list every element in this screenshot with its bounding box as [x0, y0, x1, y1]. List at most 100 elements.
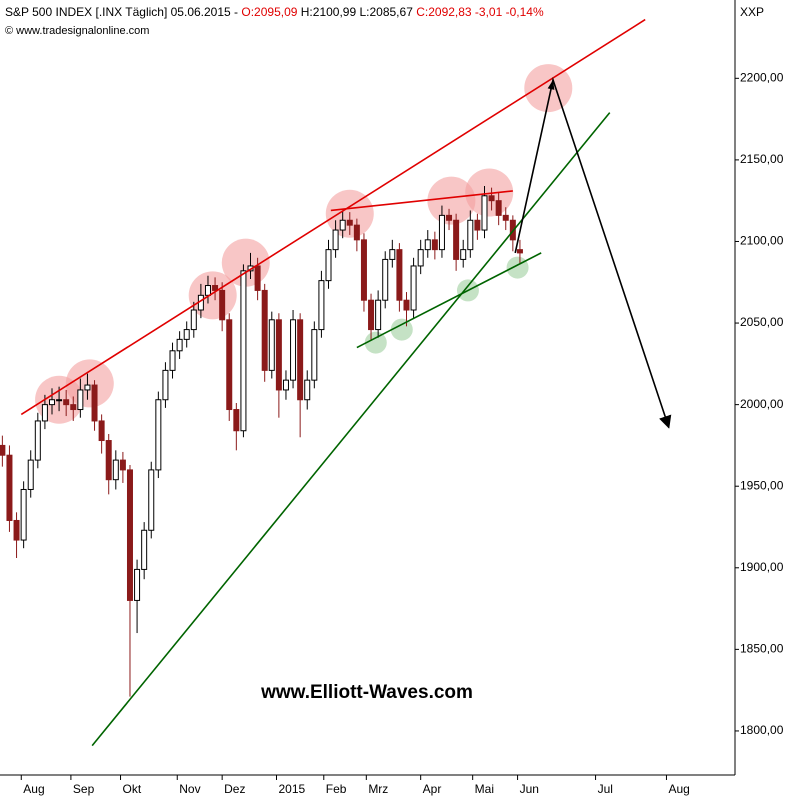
- candle-body: [183, 329, 190, 340]
- x-tick-label: Feb: [326, 782, 347, 796]
- candle-body: [70, 404, 77, 411]
- candle-body: [226, 319, 233, 411]
- candle-body: [63, 399, 70, 406]
- axis-label: XXP: [740, 5, 764, 19]
- candle-body: [56, 399, 63, 402]
- candle-body: [204, 285, 211, 296]
- candle-body: [311, 329, 318, 381]
- candle-body: [396, 249, 403, 301]
- candle-body: [233, 409, 240, 432]
- candle-body: [176, 338, 183, 352]
- candle-body: [6, 454, 13, 521]
- candle-body: [254, 265, 261, 291]
- y-tick-label: 2150,00: [740, 152, 784, 166]
- candle-body: [346, 219, 353, 226]
- x-tick-label: Jun: [520, 782, 539, 796]
- candle-body: [141, 529, 148, 570]
- title-part: S&P 500 INDEX [.INX Täglich] 05.06.2015 …: [5, 5, 238, 19]
- candle-body: [474, 219, 481, 231]
- candle-body: [467, 219, 474, 251]
- candle-body: [360, 239, 367, 301]
- y-tick-label: 2000,00: [740, 397, 784, 411]
- arrow-head: [547, 79, 555, 90]
- candle-body: [275, 319, 282, 391]
- candle-body: [325, 249, 332, 282]
- candle-body: [126, 469, 133, 601]
- candle-body: [162, 369, 169, 401]
- candle-body: [318, 280, 325, 331]
- trend-line: [20, 18, 646, 416]
- candle-body: [219, 289, 226, 321]
- candle-body: [516, 249, 523, 254]
- trend-line: [356, 252, 542, 349]
- candle-body: [20, 488, 27, 541]
- candle-body: [27, 459, 34, 490]
- candle-body: [48, 399, 55, 406]
- y-tick-label: 2050,00: [740, 315, 784, 329]
- candle-body: [84, 384, 91, 391]
- y-tick-label: 2200,00: [740, 70, 784, 84]
- candle-body: [119, 459, 126, 471]
- title-part: C:2092,83 -3,01 -0,14%: [416, 5, 544, 19]
- candle-body: [453, 219, 460, 260]
- y-tick-label: 1850,00: [740, 642, 784, 656]
- watermark: www.Elliott-Waves.com: [260, 682, 473, 703]
- x-tick-label: Aug: [23, 782, 44, 796]
- title-part: H:2100,99 L:2085,67: [301, 5, 413, 19]
- x-tick-label: Jul: [598, 782, 613, 796]
- x-tick-label: Okt: [123, 782, 142, 796]
- candle-body: [339, 219, 346, 231]
- candle-body: [0, 444, 6, 456]
- candle-body: [268, 319, 275, 371]
- candle-body: [353, 224, 360, 241]
- candle-body: [41, 404, 48, 422]
- candle-body: [77, 389, 84, 411]
- candle-body: [446, 214, 453, 221]
- candle-body: [438, 214, 445, 251]
- candle-body: [98, 420, 105, 442]
- candle-body: [375, 299, 382, 331]
- subtitle: © www.tradesignalonline.com: [5, 25, 149, 37]
- candle-body: [282, 379, 289, 391]
- y-tick-label: 1900,00: [740, 560, 784, 574]
- candle-body: [105, 440, 112, 481]
- bottom-marker: [390, 318, 413, 341]
- x-tick-label: Nov: [179, 782, 200, 796]
- candle-body: [190, 309, 197, 331]
- bottom-marker: [506, 256, 529, 279]
- candle-body: [382, 258, 389, 301]
- candle-body: [502, 214, 509, 221]
- candle-body: [297, 319, 304, 401]
- candle-body: [148, 469, 155, 531]
- candle-body: [403, 299, 410, 311]
- title-part: O:2095,09: [241, 5, 297, 19]
- candle-body: [460, 249, 467, 260]
- candle-body: [212, 285, 219, 291]
- top-marker: [427, 176, 476, 225]
- candle-body: [424, 239, 431, 251]
- candle-body: [488, 195, 495, 202]
- y-tick-label: 1800,00: [740, 723, 784, 737]
- bottom-marker: [364, 331, 387, 354]
- x-tick-label: Apr: [423, 782, 442, 796]
- candle-body: [368, 299, 375, 331]
- candle-body: [495, 200, 502, 216]
- chart-title: S&P 500 INDEX [.INX Täglich] 05.06.2015 …: [5, 5, 544, 19]
- candle-body: [431, 239, 438, 251]
- candle-body: [34, 420, 41, 461]
- candle-body: [134, 568, 141, 601]
- candle-body: [91, 384, 98, 422]
- trend-line: [330, 190, 513, 212]
- candle-body: [290, 319, 297, 381]
- candle-body: [261, 289, 268, 371]
- x-tick-label: Mai: [475, 782, 494, 796]
- candle-body: [304, 379, 311, 401]
- x-tick-label: Dez: [224, 782, 245, 796]
- candle-body: [155, 399, 162, 471]
- y-tick-label: 1950,00: [740, 478, 784, 492]
- candle-body: [169, 350, 176, 371]
- x-tick-label: Sep: [73, 782, 95, 796]
